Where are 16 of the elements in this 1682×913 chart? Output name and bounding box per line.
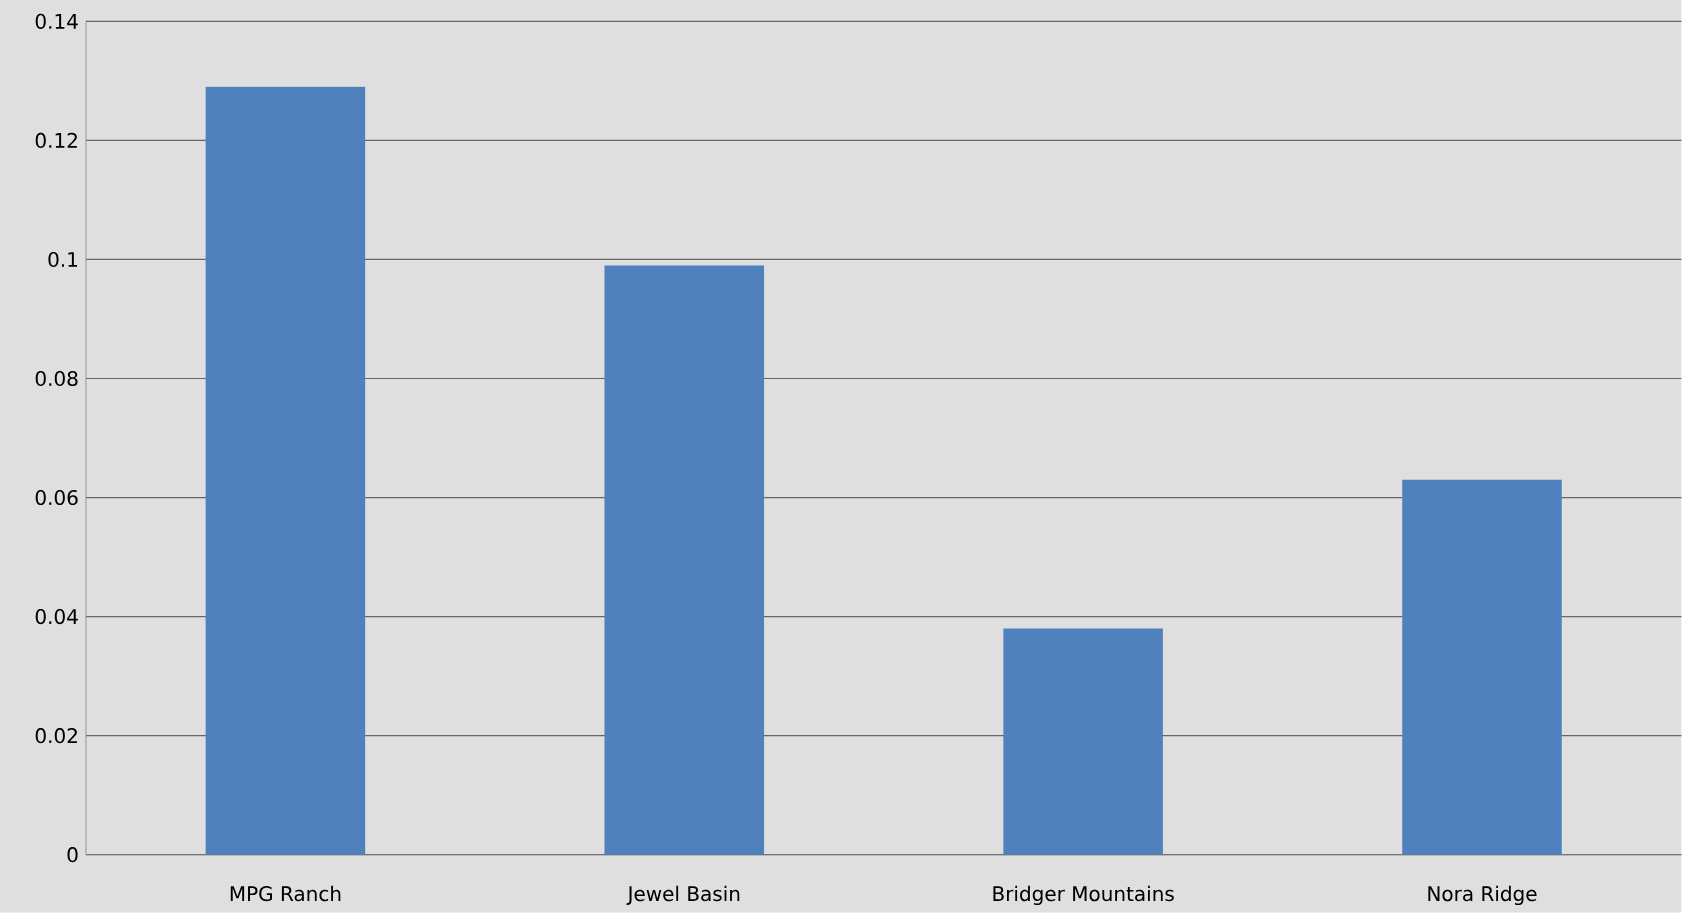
bar [205,87,366,855]
x-tick-label: Jewel Basin [626,885,740,906]
bar [1003,628,1163,855]
y-tick-label: 0.12 [35,132,77,149]
y-tick-label: 0.02 [35,728,77,744]
y-tick-label: 0.14 [35,13,78,30]
y-tick-label: 0.06 [35,490,78,506]
bar [604,265,765,855]
bar [1402,479,1562,855]
y-tick-label: 0.1 [48,252,78,268]
x-tick-label: Bridger Mountains [993,885,1174,906]
y-tick-label: 0.04 [35,609,78,625]
x-tick-label: Nora Ridge [1428,885,1537,906]
y-tick-label: 0.08 [35,371,78,387]
x-tick-label: MPG Ranch [230,885,341,902]
y-tick-label: 0 [67,847,78,863]
